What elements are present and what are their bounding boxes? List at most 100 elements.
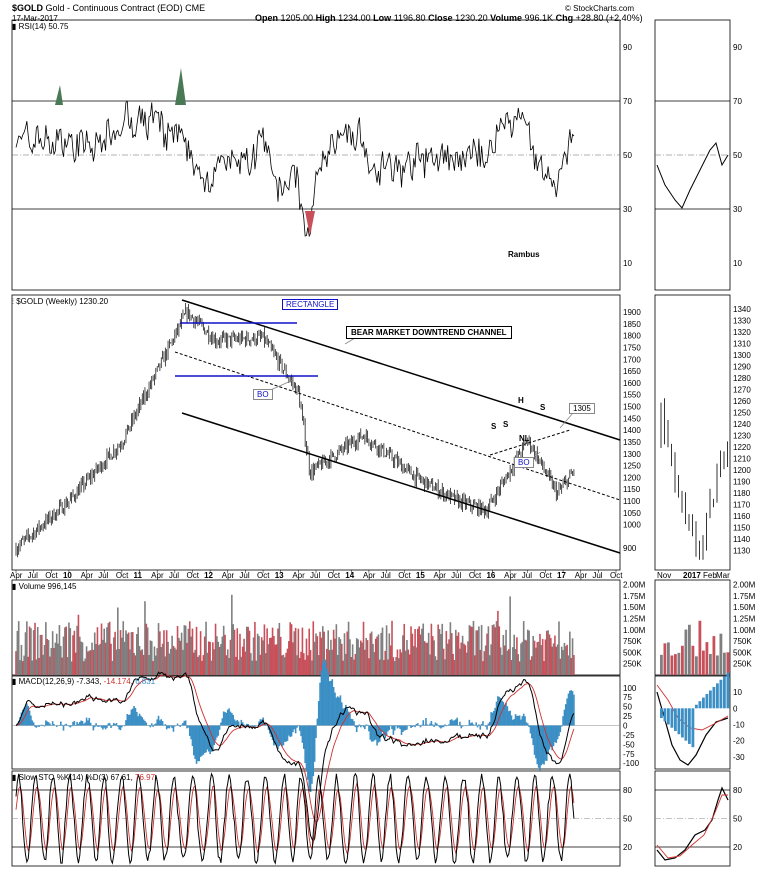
- x-axis-right-label-2: Feb: [703, 571, 717, 580]
- volume-bar: [343, 633, 346, 675]
- volume-bar: [302, 653, 305, 675]
- rsi-right-tick-2: 50: [733, 151, 742, 160]
- macd-hist-bar: [79, 721, 81, 726]
- volume-tick-1: 1.75M: [623, 592, 646, 601]
- sto-right-d-line: [656, 794, 728, 859]
- volume-bar: [499, 647, 502, 675]
- macd-hist-bar: [484, 725, 487, 727]
- volume-bar: [335, 624, 338, 675]
- macd-hist-bar: [529, 725, 532, 734]
- volume-bar: [207, 641, 210, 675]
- volume-right-tick-1: 1.75M: [733, 592, 756, 601]
- volume-bar: [464, 645, 467, 675]
- volume-bar: [282, 654, 285, 675]
- macd-hist-bar: [164, 724, 167, 726]
- macd-hist-bar: [201, 725, 203, 756]
- volume-bar: [153, 646, 156, 675]
- volume-bar: [520, 643, 522, 675]
- volume-bar: [510, 659, 513, 675]
- price-tick-6: 1600: [623, 379, 641, 388]
- volume-bar: [379, 659, 381, 675]
- volume-bar: [391, 620, 393, 675]
- macd-hist-bar: [425, 717, 427, 726]
- macd-hist-bar: [80, 720, 82, 726]
- macd-hist-bar: [107, 723, 110, 726]
- macd-hist-bar: [379, 725, 381, 742]
- macd-hist-bar: [509, 710, 511, 726]
- macd-hist-bar: [65, 723, 68, 726]
- macd-hist-bar: [415, 723, 418, 726]
- macd-hist-bar: [362, 725, 365, 728]
- volume-bar: [57, 643, 59, 675]
- rsi-overbought-fill: [55, 85, 63, 105]
- macd-hist-bar: [444, 724, 446, 726]
- volume-bar: [146, 627, 149, 675]
- volume-bar: [494, 627, 496, 675]
- macd-hist-bar: [311, 725, 313, 784]
- macd-hist-bar: [93, 725, 96, 728]
- macd-signal-line: [15, 674, 575, 823]
- volume-bar: [182, 649, 184, 675]
- x-axis-label-28: Apr: [504, 571, 517, 580]
- volume-bar: [359, 640, 362, 675]
- volume-bar: [245, 626, 248, 675]
- macd-hist-bar: [494, 707, 496, 726]
- price-right-tick-20: 1140: [733, 535, 751, 544]
- macd-hist-bar: [327, 672, 330, 726]
- macd-hist-bar: [332, 687, 335, 726]
- volume-bar: [326, 648, 328, 675]
- price-right-tick-18: 1160: [733, 512, 751, 521]
- macd-hist-bar: [402, 725, 404, 733]
- volume-bar: [381, 627, 384, 675]
- macd-hist-bar: [59, 721, 62, 726]
- volume-bar: [411, 633, 414, 675]
- macd-hist-bar: [498, 696, 501, 726]
- macd-hist-bar: [188, 725, 191, 736]
- volume-bar: [342, 660, 344, 675]
- macd-hist-bar: [437, 724, 439, 726]
- macd-hist-bar: [95, 723, 97, 726]
- macd-hist-bar: [373, 725, 376, 741]
- close-value: 1230.20: [455, 13, 488, 23]
- macd-hist-bar: [279, 725, 282, 745]
- volume-bar: [187, 628, 190, 675]
- macd-hist-bar: [374, 725, 377, 740]
- macd-hist-bar: [69, 725, 72, 728]
- channel-label: BEAR MARKET DOWNTREND CHANNEL: [346, 326, 512, 339]
- macd-hist-bar: [346, 708, 349, 726]
- volume-bar: [362, 621, 365, 675]
- volume-bar: [461, 635, 464, 675]
- volume-bar: [347, 621, 350, 675]
- macd-hist-bar: [277, 725, 279, 750]
- macd-hist-bar: [336, 696, 339, 726]
- macd-hist-bar: [330, 680, 332, 726]
- volume-bar: [274, 644, 277, 675]
- volume-bar: [110, 643, 112, 675]
- volume-bar: [491, 625, 494, 675]
- price-tick-2: 1800: [623, 332, 641, 341]
- macd-hist-bar: [298, 725, 301, 731]
- macd-tick-5: -25: [623, 731, 635, 740]
- macd-hist-bar: [222, 711, 225, 726]
- macd-right-hist-bar: [726, 672, 730, 709]
- x-axis-label-0: Apr: [10, 571, 23, 580]
- macd-right-tick-1: 0: [733, 704, 738, 713]
- macd-hist-bar: [182, 722, 184, 726]
- volume-bar: [357, 639, 359, 675]
- macd-hist-bar: [149, 725, 152, 728]
- ohlc-readout: Open 1205.00 High 1234.00 Low 1196.80 Cl…: [255, 13, 643, 23]
- macd-hist-bar: [364, 725, 366, 730]
- volume-bar: [415, 647, 418, 675]
- volume-bar: [476, 630, 479, 675]
- volume-bar: [490, 644, 492, 675]
- macd-hist-bar: [148, 724, 150, 726]
- macd-hist-bar: [507, 711, 510, 726]
- macd-hist-bar: [46, 721, 49, 726]
- volume-bar: [351, 644, 354, 675]
- macd-hist-bar: [51, 721, 54, 726]
- rsi-legend: ▮ RSI(14) 50.75: [12, 22, 68, 31]
- volume-bar: [369, 633, 372, 675]
- volume-bar: [262, 640, 264, 675]
- macd-hist-bar: [36, 725, 39, 727]
- volume-bar: [68, 622, 70, 675]
